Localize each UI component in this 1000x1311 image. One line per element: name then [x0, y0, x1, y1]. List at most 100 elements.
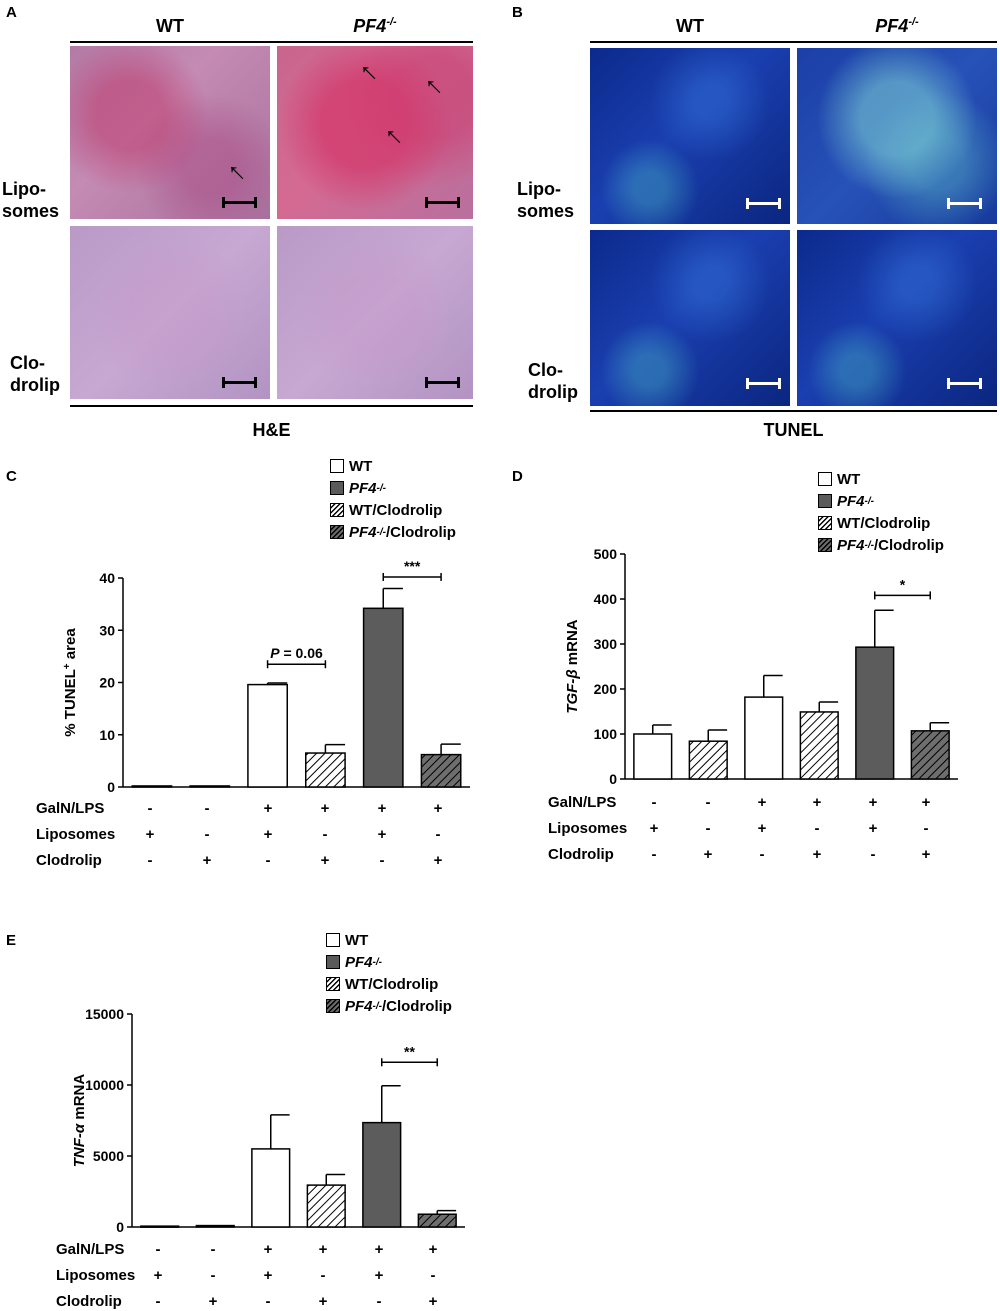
bar	[195, 1224, 235, 1228]
he-pf4-liposomes-image: → → →	[277, 46, 473, 219]
treatment-sign: -	[651, 794, 657, 811]
tunel-wt-clodrolip-image	[590, 230, 790, 406]
legend-item-wt: WT	[818, 468, 944, 490]
treatment-sign: -	[430, 1267, 436, 1284]
treatment-sign: -	[210, 1241, 216, 1258]
treatment-sign: -	[379, 852, 385, 869]
panel-a-top-rule	[70, 41, 473, 43]
treatment-sign: +	[202, 852, 212, 869]
y-axis-label: % TUNEL+ area	[62, 628, 80, 737]
treatment-label-clodrolip: Clodrolip	[56, 1293, 122, 1310]
y-tick-label: 10	[99, 727, 115, 743]
treatment-sign: +	[428, 1293, 438, 1310]
swatch-icon	[326, 933, 340, 947]
treatment-sign: -	[923, 820, 929, 837]
scale-bar	[746, 198, 781, 209]
treatment-sign: +	[812, 846, 822, 863]
treatment-sign: -	[814, 820, 820, 837]
treatment-label-clodrolip: Clodrolip	[36, 852, 102, 869]
bar	[910, 730, 950, 780]
treatment-sign: -	[155, 1293, 161, 1310]
legend-item-pf4: PF4 -/-	[326, 951, 452, 973]
legend-item-wt-clodrolip: WT/Clodrolip	[326, 973, 452, 995]
y-tick-label: 30	[99, 622, 115, 638]
y-tick-label: 0	[107, 779, 115, 795]
swatch-icon	[818, 516, 832, 530]
treatment-sign: +	[153, 1267, 163, 1284]
he-wt-liposomes-image: →	[70, 46, 270, 219]
panel-c-letter: C	[6, 468, 17, 485]
treatment-sign: -	[204, 826, 210, 843]
legend-item-pf4: PF4 -/-	[330, 477, 456, 499]
y-tick-label: 300	[594, 636, 618, 652]
swatch-icon	[818, 472, 832, 486]
panel-a-row-liposomes: Lipo-somes	[2, 179, 60, 221]
treatment-sign: +	[757, 794, 767, 811]
panel-b-letter: B	[512, 4, 523, 21]
panel-b-bottom-rule	[590, 410, 997, 412]
scale-bar	[746, 378, 781, 389]
swatch-icon	[326, 955, 340, 969]
bar	[251, 1148, 291, 1228]
treatment-sign: -	[210, 1267, 216, 1284]
y-tick-label: 20	[99, 675, 115, 691]
scale-bar	[222, 197, 257, 208]
treatment-sign: +	[868, 794, 878, 811]
legend-item-pf4-clodrolip: PF4 -/-/Clodrolip	[330, 521, 456, 543]
swatch-icon	[818, 494, 832, 508]
tunel-wt-liposomes-image	[590, 48, 790, 224]
treatment-sign: -	[155, 1241, 161, 1258]
scale-bar	[222, 377, 257, 388]
panel-e-letter: E	[6, 932, 17, 949]
treatment-sign: +	[921, 794, 931, 811]
treatment-label-liposomes: Liposomes	[548, 820, 628, 837]
swatch-icon	[330, 503, 344, 517]
treatment-sign: -	[320, 1267, 326, 1284]
legend-panel-c: WT PF4 -/- WT/Clodrolip PF4 -/-/Clodrolip	[330, 455, 456, 543]
scale-bar	[425, 197, 460, 208]
treatment-sign: +	[377, 826, 387, 843]
y-tick-label: 400	[594, 591, 618, 607]
panel-b-caption: TUNEL	[763, 420, 824, 440]
treatment-sign: +	[649, 820, 659, 837]
swatch-icon	[326, 999, 340, 1013]
treatment-label-galn: GalN/LPS	[56, 1241, 125, 1258]
bar	[131, 785, 173, 788]
significance-label: ***	[404, 558, 421, 574]
bar	[744, 696, 784, 780]
panel-b-col-wt: WT	[676, 16, 704, 36]
swatch-icon	[330, 481, 344, 495]
panel-d-letter: D	[512, 468, 523, 485]
swatch-icon	[330, 459, 344, 473]
panel-a-col-pf4: PF4-/-	[353, 16, 397, 36]
scale-bar	[947, 378, 982, 389]
treatment-sign: -	[322, 826, 328, 843]
tunel-pf4-clodrolip-image	[797, 230, 997, 406]
significance-label: *	[900, 576, 906, 592]
legend-item-wt: WT	[330, 455, 456, 477]
y-tick-label: 0	[609, 771, 617, 787]
scale-bar	[947, 198, 982, 209]
treatment-label-clodrolip: Clodrolip	[548, 846, 614, 863]
he-wt-clodrolip-image	[70, 226, 270, 399]
treatment-sign: +	[703, 846, 713, 863]
legend-item-wt: WT	[326, 929, 452, 951]
bar	[362, 1121, 402, 1228]
treatment-sign: -	[265, 852, 271, 869]
bar	[417, 1213, 457, 1228]
scale-bar	[425, 377, 460, 388]
panel-a-letter: A	[6, 4, 17, 21]
treatment-sign: +	[374, 1267, 384, 1284]
treatment-label-liposomes: Liposomes	[36, 826, 116, 843]
panel-b-row-liposomes: Lipo-somes	[517, 179, 575, 221]
tunel-pf4-liposomes-image	[797, 48, 997, 224]
treatment-sign: -	[759, 846, 765, 863]
bar	[189, 785, 231, 788]
bar	[140, 1225, 180, 1228]
treatment-label-galn: GalN/LPS	[36, 800, 105, 817]
treatment-sign: -	[265, 1293, 271, 1310]
bar	[688, 740, 728, 780]
legend-item-wt-clodrolip: WT/Clodrolip	[818, 512, 944, 534]
